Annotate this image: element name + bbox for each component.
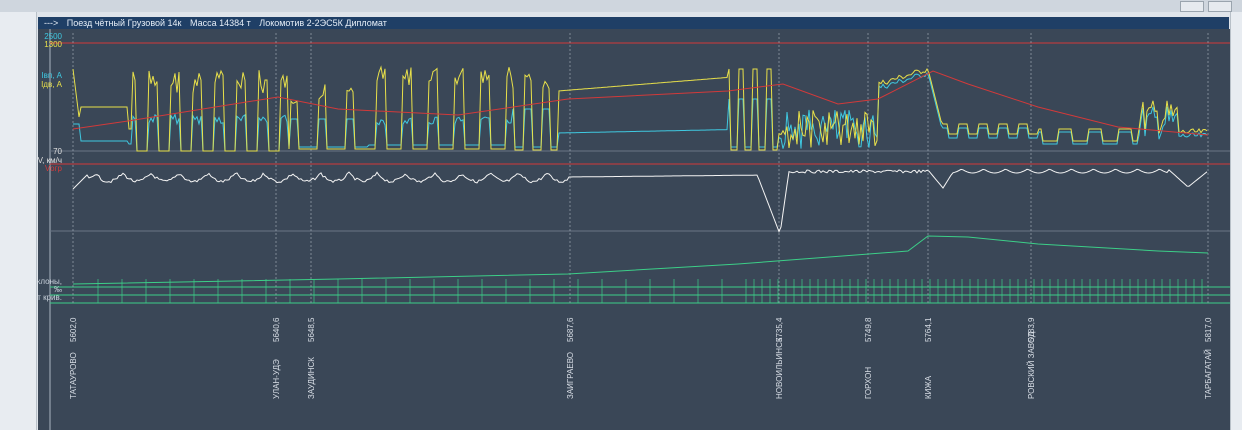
scale-1300: 1300 — [44, 40, 62, 49]
window-top-bar — [0, 0, 1242, 12]
station-label: ГОРХОН — [864, 366, 873, 399]
km-label: 5687,6 — [566, 317, 575, 342]
km-label: 5764,1 — [924, 317, 933, 342]
train-mass: Масса 14384 т — [190, 18, 251, 28]
scale-2500: 2500 — [44, 32, 62, 41]
station-label: ТАРБАГАТАЙ — [1204, 349, 1213, 399]
km-label: 5817,0 — [1204, 317, 1213, 342]
locomotive: Локомотив 2-2ЭС5К Дипломат — [259, 18, 387, 28]
legend-ivp: Iвп, А — [41, 71, 62, 80]
trip-chart — [49, 29, 1230, 430]
chart-canvas[interactable]: 2500 1300 Iвп, А Iдв, А 70 V, км/ч Vогр … — [38, 29, 1230, 430]
station-label: УЛАН-УДЭ — [272, 359, 281, 399]
series-ivp-line — [73, 71, 1208, 152]
station-label: КИЖА — [924, 375, 933, 399]
legend-speed: V, км/ч — [38, 156, 62, 165]
minimize-button[interactable] — [1180, 1, 1204, 12]
right-frame — [1230, 12, 1242, 430]
km-label: 5602,0 — [69, 317, 78, 342]
series-speed-line — [72, 168, 1208, 233]
track-profile-line — [72, 235, 1209, 285]
km-label: 5749,8 — [864, 317, 873, 342]
station-label: ЗАИГРАЕВО — [566, 351, 575, 399]
profile-label-curves: От крив. — [38, 293, 62, 302]
maximize-button[interactable] — [1208, 1, 1232, 12]
series-idv-line — [72, 65, 1208, 152]
station-label: ЗАУДИНСК — [307, 357, 316, 399]
current-trend-line — [72, 70, 1209, 136]
train-info-bar: ---> Поезд чётный Грузовой 14к Масса 143… — [38, 17, 1229, 29]
km-label: 5648,5 — [307, 317, 316, 342]
station-label: РОВСКИЙ ЗАВОД — [1027, 331, 1036, 399]
profile-label-permille: ‰ — [54, 285, 62, 294]
profile-label-slopes: Уклоны, — [38, 277, 62, 286]
station-label: НОВОИЛЬИНСК — [775, 337, 784, 399]
title-arrow: ---> — [44, 18, 59, 28]
station-label: ТАТАУРОВО — [69, 352, 78, 399]
km-label: 5640,6 — [272, 317, 281, 342]
legend-vlimit: Vогр — [44, 164, 62, 173]
legend-idv: Iдв, А — [41, 80, 62, 89]
left-frame — [0, 12, 37, 430]
scale-70: 70 — [53, 147, 62, 156]
train-type: Поезд чётный Грузовой 14к — [66, 18, 182, 28]
